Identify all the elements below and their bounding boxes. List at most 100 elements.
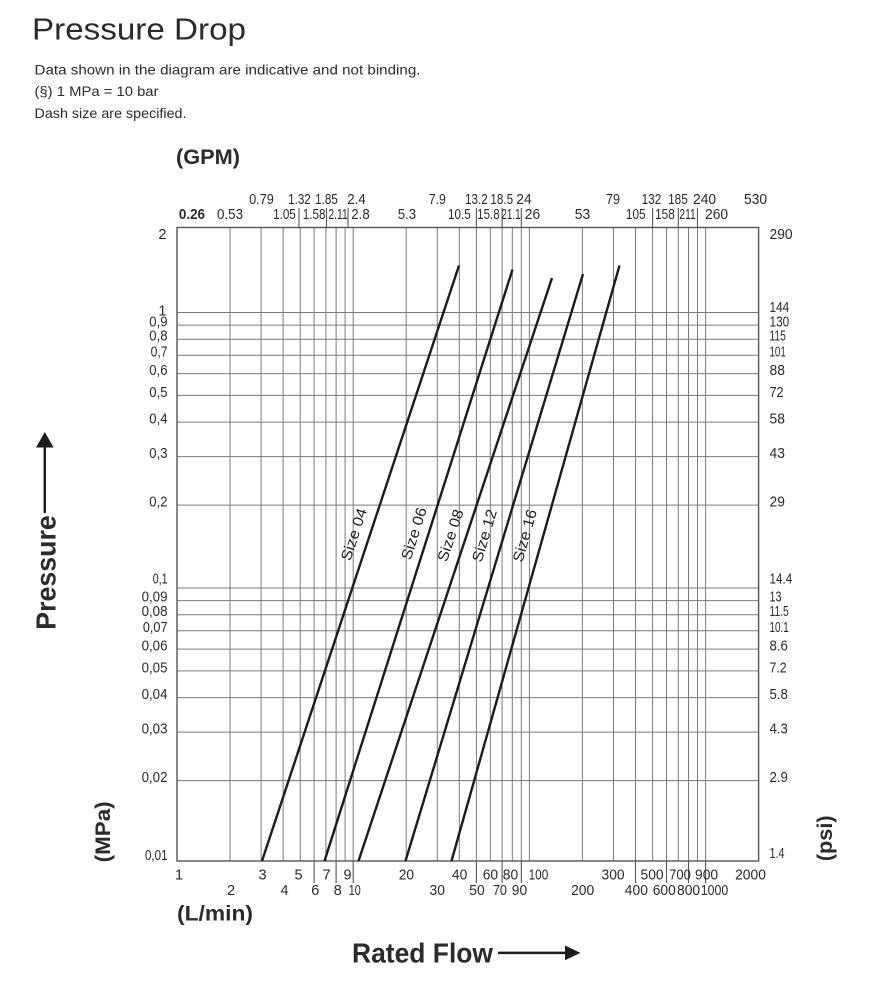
svg-text:0,08: 0,08: [142, 604, 168, 620]
svg-text:2.9: 2.9: [770, 770, 788, 786]
svg-text:10.5: 10.5: [448, 207, 471, 223]
svg-text:530: 530: [744, 192, 767, 208]
svg-text:29: 29: [770, 495, 785, 511]
svg-text:3: 3: [258, 868, 266, 884]
svg-text:7: 7: [322, 868, 330, 884]
svg-text:4.3: 4.3: [770, 722, 788, 738]
svg-text:6: 6: [311, 883, 319, 899]
svg-text:0.26: 0.26: [179, 207, 205, 223]
svg-text:2.8: 2.8: [351, 207, 369, 223]
svg-text:14.4: 14.4: [770, 572, 793, 588]
svg-text:260: 260: [705, 207, 728, 223]
svg-text:0,7: 0,7: [151, 345, 168, 361]
svg-text:11.5: 11.5: [770, 604, 789, 620]
svg-text:1: 1: [175, 868, 183, 884]
svg-text:132: 132: [642, 192, 662, 208]
svg-text:185: 185: [668, 192, 688, 208]
svg-text:58: 58: [770, 412, 785, 428]
svg-text:101: 101: [770, 345, 786, 361]
svg-text:20: 20: [399, 868, 414, 884]
svg-text:0,4: 0,4: [149, 412, 167, 428]
svg-text:144: 144: [770, 300, 790, 316]
svg-text:90: 90: [512, 883, 527, 899]
svg-text:0,6: 0,6: [149, 363, 167, 379]
svg-text:5.8: 5.8: [770, 687, 788, 703]
svg-text:500: 500: [641, 868, 664, 884]
svg-text:(§) 1 MPa = 10 bar: (§) 1 MPa = 10 bar: [35, 83, 159, 99]
svg-text:105: 105: [626, 207, 646, 223]
svg-text:200: 200: [571, 883, 594, 899]
svg-text:72: 72: [770, 385, 784, 401]
svg-text:0,9: 0,9: [149, 315, 167, 331]
svg-text:0.79: 0.79: [249, 192, 274, 208]
svg-text:24: 24: [516, 192, 531, 208]
svg-text:43: 43: [770, 446, 785, 462]
svg-text:0,1: 0,1: [153, 572, 168, 588]
svg-text:8: 8: [334, 883, 342, 899]
svg-text:Rated Flow: Rated Flow: [352, 938, 493, 969]
svg-text:13: 13: [770, 590, 782, 606]
svg-text:9: 9: [343, 868, 351, 884]
svg-text:7.9: 7.9: [429, 192, 446, 208]
svg-text:2000: 2000: [735, 868, 766, 884]
svg-text:115: 115: [770, 329, 786, 345]
svg-text:1.32: 1.32: [288, 192, 311, 208]
svg-text:0,5: 0,5: [149, 385, 167, 401]
svg-text:1.4: 1.4: [770, 846, 785, 862]
svg-text:0,05: 0,05: [142, 660, 168, 676]
svg-text:79: 79: [606, 192, 620, 208]
svg-text:0.53: 0.53: [217, 207, 243, 223]
svg-text:400: 400: [625, 883, 648, 899]
svg-text:8.6: 8.6: [770, 639, 788, 655]
svg-text:1.05: 1.05: [273, 207, 296, 223]
svg-text:0,01: 0,01: [145, 848, 168, 864]
svg-text:2: 2: [227, 883, 235, 899]
svg-text:1.85: 1.85: [315, 192, 338, 208]
svg-text:0,3: 0,3: [149, 446, 167, 462]
svg-text:700: 700: [669, 868, 691, 884]
svg-text:Data shown in the diagram are: Data shown in the diagram are indicative…: [35, 62, 421, 78]
svg-text:Pressure Drop: Pressure Drop: [32, 12, 246, 47]
svg-text:5.3: 5.3: [398, 207, 416, 223]
svg-text:0,03: 0,03: [142, 722, 168, 738]
svg-text:1: 1: [158, 304, 166, 320]
svg-text:88: 88: [770, 363, 785, 379]
svg-text:240: 240: [693, 192, 716, 208]
svg-text:130: 130: [770, 315, 790, 331]
svg-text:4: 4: [280, 883, 288, 899]
svg-text:800: 800: [677, 883, 700, 899]
svg-text:300: 300: [602, 868, 625, 884]
svg-text:10.1: 10.1: [770, 620, 789, 636]
svg-text:900: 900: [695, 868, 718, 884]
svg-text:0,2: 0,2: [149, 495, 167, 511]
svg-text:18.5: 18.5: [490, 192, 513, 208]
svg-text:80: 80: [503, 868, 518, 884]
svg-text:Dash size are specified.: Dash size are specified.: [35, 105, 187, 121]
svg-text:Pressure: Pressure: [31, 515, 62, 630]
svg-text:30: 30: [430, 883, 445, 899]
svg-text:0,02: 0,02: [142, 770, 168, 786]
svg-text:0,8: 0,8: [149, 329, 167, 345]
svg-text:2: 2: [158, 227, 166, 243]
svg-text:100: 100: [529, 868, 549, 884]
svg-text:60: 60: [483, 868, 498, 884]
svg-text:13.2: 13.2: [465, 192, 488, 208]
svg-text:1.58: 1.58: [303, 207, 326, 223]
svg-text:10: 10: [349, 883, 361, 899]
svg-text:0,07: 0,07: [143, 620, 168, 636]
svg-text:1000: 1000: [701, 883, 728, 899]
svg-text:158: 158: [655, 207, 675, 223]
svg-text:600: 600: [653, 883, 676, 899]
svg-text:0,09: 0,09: [142, 590, 168, 606]
svg-text:(L/min): (L/min): [177, 902, 253, 926]
svg-text:0,04: 0,04: [142, 687, 168, 703]
svg-text:290: 290: [770, 227, 793, 243]
svg-text:40: 40: [452, 868, 467, 884]
svg-text:7.2: 7.2: [770, 660, 787, 676]
svg-text:(MPa): (MPa): [91, 801, 115, 862]
svg-text:2.4: 2.4: [347, 192, 365, 208]
svg-text:26: 26: [525, 207, 540, 223]
svg-text:211: 211: [679, 207, 695, 223]
svg-text:2.11: 2.11: [328, 207, 347, 223]
svg-text:(GPM): (GPM): [176, 145, 240, 169]
